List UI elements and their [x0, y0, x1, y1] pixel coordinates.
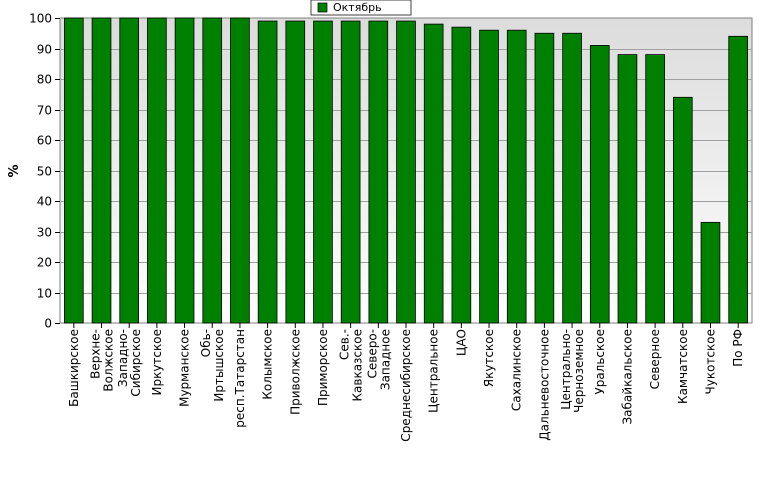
x-tick-label: Башкирское: [67, 329, 81, 407]
bar: [119, 17, 140, 324]
y-axis-label: %: [7, 164, 22, 177]
bar: [617, 54, 638, 324]
x-tick-label: Центральное: [427, 329, 441, 413]
x-tick-label: Камчатское: [676, 329, 690, 404]
y-axis: 0 10 20 30 40 50 60 70 80 90 100: [29, 12, 60, 331]
bar: [340, 20, 361, 324]
bar: [506, 29, 527, 324]
x-tick-label: Мурманское: [178, 329, 192, 407]
bar: [645, 54, 665, 324]
x-tick-label: Уральское: [593, 329, 607, 395]
bar: [451, 26, 472, 324]
y-tick-label: 70: [37, 104, 52, 118]
bar: [368, 20, 389, 324]
bar: [562, 32, 582, 324]
x-tick-label: Забайкальское: [620, 329, 634, 425]
legend-swatch: [317, 2, 328, 13]
x-tick-label: Западно-Сибирское: [116, 329, 143, 397]
x-tick-label: Обь-Иртышское: [199, 329, 226, 402]
y-tick-label: 20: [37, 256, 52, 270]
x-tick-label: Чукотское: [704, 329, 718, 394]
x-tick-label: Дальневосточное: [537, 329, 551, 441]
bar: [64, 17, 84, 324]
bar: [230, 17, 250, 324]
x-tick-label: Северо-Западное: [365, 329, 392, 390]
bar: [202, 17, 223, 324]
x-tick-label: Среднесибирское: [399, 329, 413, 442]
legend-label: Октябрь: [333, 1, 382, 14]
bar: [285, 20, 306, 324]
bar: [672, 96, 693, 324]
y-tick-label: 60: [37, 134, 52, 148]
y-tick-label: 10: [37, 287, 52, 301]
x-tick-label: ЦАО: [454, 329, 468, 356]
x-tick-label: Северное: [648, 329, 662, 389]
y-tick-label: 80: [37, 73, 52, 87]
bar: [423, 23, 444, 324]
x-tick-label: Верхне-Волжское: [89, 329, 116, 392]
bar: [313, 20, 333, 324]
x-tick-label: Сев.-Кавказское: [338, 329, 365, 402]
x-tick-label: Приволжское: [288, 329, 302, 415]
bar: [91, 17, 112, 324]
bar: [396, 20, 416, 324]
bar: [147, 17, 167, 324]
bar: [534, 32, 555, 324]
x-tick-label: По РФ: [731, 329, 745, 367]
bar: [700, 221, 721, 324]
y-tick-label: 30: [37, 226, 52, 240]
x-tick-label: Приморское: [316, 329, 330, 406]
legend: Октябрь: [310, 0, 412, 16]
x-tick-label: Иркутское: [150, 329, 164, 396]
y-tick-label: 50: [37, 165, 52, 179]
x-axis: Башкирское Верхне-Волжское Западно-Сибирск…: [67, 323, 745, 442]
legend-box: [310, 0, 412, 16]
x-tick-label: респ.Татарстан: [233, 329, 247, 428]
bar: [728, 35, 748, 324]
bars: [64, 17, 748, 324]
x-tick-label: Колымское: [261, 329, 275, 400]
x-tick-label: Центрально-Черноземное: [559, 329, 586, 413]
bar: [257, 20, 278, 324]
bar: [479, 29, 499, 324]
y-tick-label: 0: [44, 317, 52, 331]
y-tick-label: 40: [37, 195, 52, 209]
x-tick-label: Сахалинское: [510, 329, 524, 411]
y-tick-label: 100: [29, 12, 52, 26]
bar: [174, 17, 195, 324]
bar: [589, 45, 610, 324]
y-tick-label: 90: [37, 43, 52, 57]
x-tick-label: Якутское: [482, 329, 496, 387]
